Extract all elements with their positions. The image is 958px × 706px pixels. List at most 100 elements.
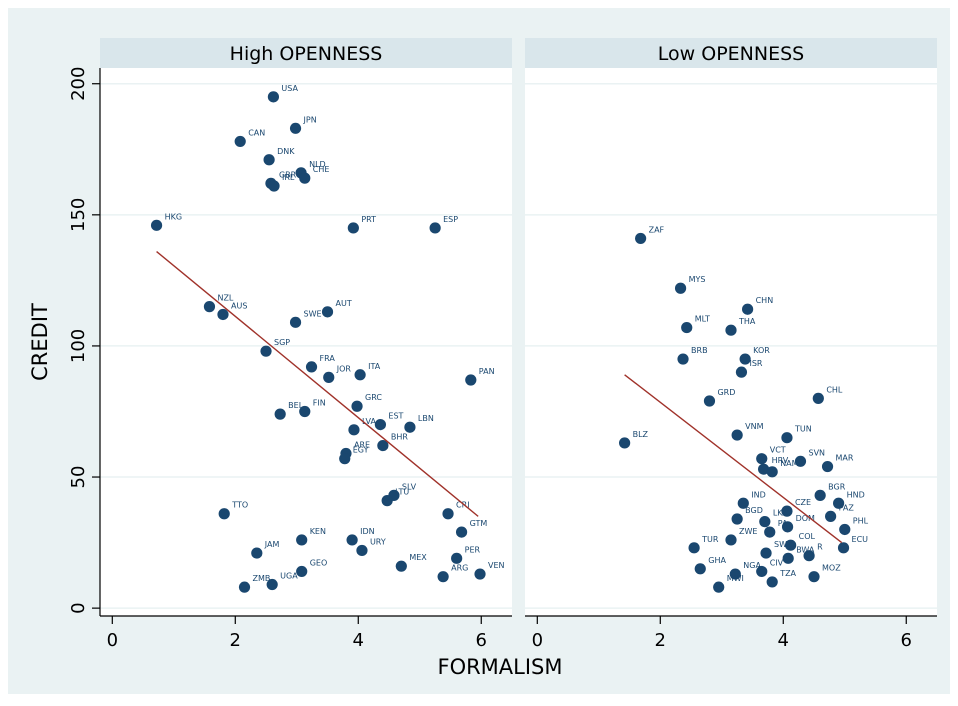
point-label: KOR (753, 346, 770, 355)
point-label: ARE (354, 440, 370, 449)
data-point (289, 316, 302, 328)
point-label: CIV (770, 558, 784, 567)
data-point (808, 571, 820, 583)
data-point (681, 321, 693, 334)
point-label: GHA (708, 556, 726, 565)
point-label: ZAF (649, 225, 665, 234)
data-point (323, 371, 335, 383)
point-label: BGD (745, 506, 763, 515)
point-label: CHN (756, 296, 774, 305)
data-point (731, 513, 743, 525)
point-label: LBN (418, 414, 434, 423)
data-point (429, 222, 441, 234)
point-label: BWA (796, 545, 815, 554)
data-point (794, 455, 807, 467)
data-point (694, 563, 706, 575)
x-tick-label: 0 (107, 630, 118, 651)
point-label: VCT (770, 446, 786, 455)
point-label: BLZ (633, 430, 649, 439)
point-label: JOR (336, 364, 352, 373)
data-point (150, 219, 163, 231)
point-label: KEN (310, 527, 326, 536)
y-tick-label: 0 (68, 602, 89, 613)
point-label: CAN (248, 128, 265, 137)
point-label: IND (751, 490, 766, 499)
point-label: MYS (689, 275, 706, 284)
data-point (348, 424, 360, 436)
point-label: GRD (717, 388, 735, 397)
point-label: TUN (794, 425, 812, 434)
point-label: PAZ (839, 503, 855, 512)
point-label: SGP (274, 338, 290, 347)
data-point (274, 408, 286, 420)
data-point (267, 91, 280, 103)
point-label: IDN (360, 527, 375, 536)
data-point (238, 581, 251, 593)
data-point (263, 154, 275, 166)
panel-strip (100, 38, 512, 68)
data-point (821, 460, 834, 473)
point-label: R (817, 543, 823, 552)
data-point (251, 547, 263, 559)
point-label: MEX (409, 553, 427, 562)
point-label: PER (465, 545, 481, 554)
data-point (635, 232, 647, 245)
fitted-line (156, 251, 479, 517)
data-point (725, 324, 737, 336)
point-label: COL (799, 532, 816, 541)
point-label: AUS (231, 301, 247, 310)
point-label: ARG (451, 564, 468, 573)
point-label: URY (370, 537, 386, 546)
data-point (299, 172, 311, 184)
data-point (442, 508, 454, 520)
point-label: HRV (772, 456, 789, 465)
y-axis-title: CREDIT (28, 303, 52, 381)
data-point (268, 180, 280, 192)
data-point (455, 526, 468, 538)
point-label: UGA (280, 572, 298, 581)
point-label: DNK (277, 147, 295, 156)
data-point (619, 437, 631, 449)
data-point (837, 542, 850, 554)
data-point (437, 571, 449, 583)
point-label: FRA (320, 354, 336, 363)
data-point (354, 369, 366, 381)
point-label: LKA (773, 509, 789, 518)
point-label: SWZ (774, 540, 793, 549)
point-label: AUT (336, 299, 352, 308)
point-label: CHE (313, 165, 330, 174)
point-label: IRL (282, 173, 295, 182)
data-point (289, 122, 302, 134)
data-point (395, 560, 407, 572)
y-tick-label: 150 (68, 198, 89, 232)
data-point (674, 282, 687, 294)
point-label: ISR (749, 359, 762, 368)
point-label: SWE (304, 309, 322, 318)
point-label: ESP (443, 215, 458, 224)
data-point (703, 395, 716, 407)
data-point (451, 552, 463, 564)
point-label: TUR (701, 535, 719, 544)
point-label: LTU (395, 488, 409, 497)
plot-area (100, 68, 512, 616)
point-label: SVN (808, 448, 825, 457)
x-tick-label: 4 (778, 630, 789, 651)
data-point (374, 418, 387, 431)
data-point (729, 568, 741, 580)
data-point (347, 222, 359, 234)
data-point (781, 521, 794, 533)
point-label: JAM (264, 540, 280, 549)
data-point (305, 361, 318, 373)
y-tick-label: 100 (68, 329, 89, 363)
point-label: EGY (353, 446, 369, 455)
data-point (234, 135, 246, 148)
data-point (266, 578, 278, 591)
x-tick-label: 0 (532, 630, 543, 651)
point-label: DOM (796, 514, 815, 523)
point-label: PAN (479, 367, 495, 376)
point-label: CRI (456, 501, 470, 510)
point-label: MWI (727, 574, 744, 583)
data-point (737, 497, 749, 509)
point-label: NZL (217, 294, 233, 303)
